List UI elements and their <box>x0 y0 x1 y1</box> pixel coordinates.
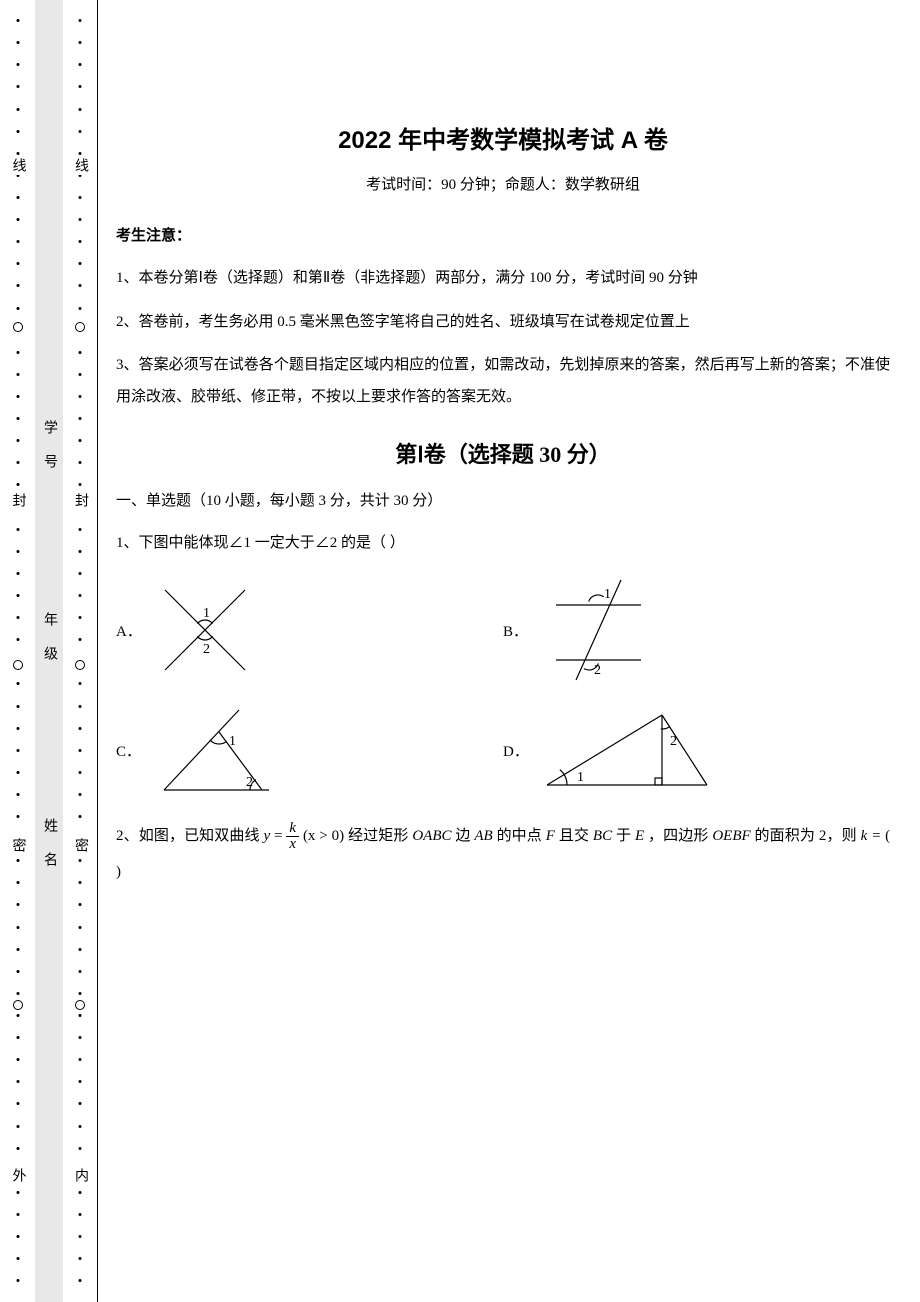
binding-label: 封 <box>70 490 90 510</box>
fill-label-xuehao: 学号 <box>39 420 59 488</box>
binding-circle <box>75 660 85 670</box>
binding-circle <box>75 322 85 332</box>
notice-head: 考生注意： <box>116 224 890 245</box>
q2-bc: BC <box>593 828 612 844</box>
q1-fig-a: 12 <box>150 575 260 685</box>
binding-circle <box>75 1000 85 1010</box>
q1-fig-b: 12 <box>536 570 656 690</box>
fill-label-nianji: 年级 <box>39 612 59 680</box>
q2-m3: 的中点 <box>497 828 546 844</box>
fill-label-xingming: 姓名 <box>39 818 59 886</box>
q1-label-c: C． <box>116 740 141 761</box>
binding-circle <box>13 322 23 332</box>
binding-circle <box>13 1000 23 1010</box>
q2-m6: ，四边形 <box>648 828 712 844</box>
svg-text:2: 2 <box>670 734 677 749</box>
binding-label: 封 <box>8 490 28 510</box>
q2-m2: 边 <box>455 828 474 844</box>
svg-text:1: 1 <box>577 770 584 785</box>
binding-label: 外 <box>8 1165 28 1185</box>
binding-label: 线 <box>70 155 90 175</box>
q2-x: x <box>286 837 299 852</box>
q2-y: y <box>264 828 271 844</box>
exam-title: 2022 年中考数学模拟考试 A 卷 <box>116 120 890 155</box>
q2-pre: 2、如图，已知双曲线 <box>116 828 264 844</box>
q1-row1: A． 12 B． 12 <box>116 570 890 690</box>
q1-label-b: B． <box>503 620 528 641</box>
binding-circle <box>13 660 23 670</box>
q1-fig-c: 12 <box>149 700 279 800</box>
q2-l2: 的面积为 2，则 <box>755 828 857 844</box>
q1-stem: 1、下图中能体现∠1 一定大于∠2 的是（ ） <box>116 528 890 558</box>
q2-stem: 2、如图，已知双曲线 y = k x (x > 0) 经过矩形 OABC 边 A… <box>116 818 890 890</box>
exam-subtitle: 考试时间：90 分钟；命题人：数学教研组 <box>116 173 890 194</box>
q2-oabc: OABC <box>412 828 451 844</box>
q2-m4: 且交 <box>559 828 593 844</box>
q2-eq: = <box>274 828 282 844</box>
svg-text:2: 2 <box>203 642 210 657</box>
q1-row2: C． 12 D． 12 <box>116 700 890 800</box>
q2-ab: AB <box>474 828 492 844</box>
binding-label: 密 <box>8 835 28 855</box>
q2-m1: 经过矩形 <box>348 828 412 844</box>
notice-3: 3、答案必须写在试卷各个题目指定区域内相应的位置，如需改动，先划掉原来的答案，然… <box>116 350 890 413</box>
subsection-head: 一、单选题（10 小题，每小题 3 分，共计 30 分） <box>116 489 890 510</box>
binding-label: 线 <box>8 155 28 175</box>
svg-text:1: 1 <box>203 606 210 621</box>
svg-text:2: 2 <box>594 663 601 678</box>
main-content: 2022 年中考数学模拟考试 A 卷 考试时间：90 分钟；命题人：数学教研组 … <box>98 0 920 1302</box>
svg-text:1: 1 <box>229 734 236 749</box>
binding-label: 内 <box>70 1165 90 1185</box>
binding-label: 密 <box>70 835 90 855</box>
q1-fig-d: 12 <box>537 705 717 795</box>
svg-text:1: 1 <box>604 587 611 602</box>
notice-2: 2、答卷前，考生务必用 0.5 毫米黑色签字笔将自己的姓名、班级填写在试卷规定位… <box>116 307 890 339</box>
q2-k: k <box>286 821 299 837</box>
q1-label-d: D． <box>503 740 529 761</box>
q2-cond: (x > 0) <box>303 828 344 844</box>
inner-binding-edge: 线封密内 <box>63 0 98 1302</box>
q2-e: E <box>635 828 644 844</box>
q2-m5: 于 <box>616 828 635 844</box>
q1-label-a: A． <box>116 620 142 641</box>
svg-text:2: 2 <box>246 775 253 790</box>
fill-strip: 学号 年级 姓名 <box>35 0 63 1302</box>
notice-1: 1、本卷分第Ⅰ卷（选择题）和第Ⅱ卷（非选择题）两部分，满分 100 分，考试时间… <box>116 263 890 295</box>
q2-oebf: OEBF <box>712 828 750 844</box>
q2-keq: k = <box>861 828 882 844</box>
section1-head: 第Ⅰ卷（选择题 30 分） <box>116 437 890 469</box>
outer-binding-edge: 线封密外 <box>0 0 35 1302</box>
q2-f: F <box>546 828 555 844</box>
